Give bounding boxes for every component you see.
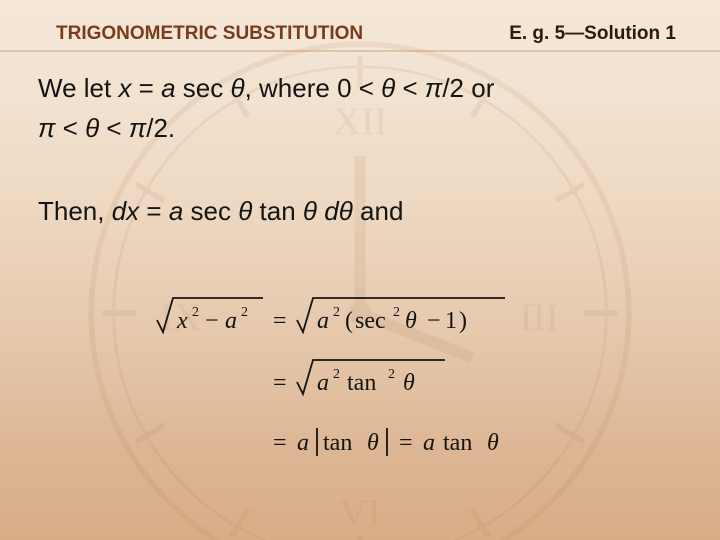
svg-text:=: = — [273, 370, 287, 396]
svg-text:sec: sec — [355, 308, 386, 334]
svg-text:−: − — [205, 308, 219, 334]
body-line-2: π < θ < π/2. — [38, 108, 682, 148]
svg-text:2: 2 — [393, 305, 400, 320]
svg-text:x: x — [176, 308, 188, 334]
equation-svg: x 2 − a 2 = a 2 ( sec 2 θ − 1 ) — [145, 290, 575, 490]
svg-text:θ: θ — [405, 308, 417, 334]
header-example-label: E. g. 5—Solution 1 — [509, 23, 676, 45]
svg-text:2: 2 — [241, 305, 248, 320]
svg-text:−: − — [427, 308, 441, 334]
svg-text:1: 1 — [445, 308, 457, 334]
slide-body: We let x = a sec θ, where 0 < θ < π/2 or… — [38, 66, 682, 231]
svg-text:(: ( — [345, 308, 353, 334]
svg-text:θ: θ — [487, 430, 499, 456]
svg-text:2: 2 — [192, 305, 199, 320]
svg-text:tan: tan — [443, 430, 472, 456]
header-title: TRIGONOMETRIC SUBSTITUTION — [56, 23, 363, 45]
svg-text:a: a — [317, 308, 329, 334]
eq-row-2: = a 2 tan 2 θ — [273, 360, 445, 396]
svg-text:a: a — [317, 370, 329, 396]
svg-text:2: 2 — [333, 305, 340, 320]
slide-header: TRIGONOMETRIC SUBSTITUTION E. g. 5—Solut… — [0, 18, 720, 50]
svg-text:a: a — [297, 430, 309, 456]
body-line-3: Then, dx = a sec θ tan θ dθ and — [38, 191, 682, 231]
svg-text:=: = — [399, 430, 413, 456]
header-underline — [0, 50, 720, 52]
svg-text:): ) — [459, 308, 467, 334]
eq-row-1: x 2 − a 2 = a 2 ( sec 2 θ − 1 ) — [157, 298, 505, 334]
svg-text:2: 2 — [333, 367, 340, 382]
svg-text:tan: tan — [323, 430, 352, 456]
svg-text:θ: θ — [367, 430, 379, 456]
svg-text:a: a — [423, 430, 435, 456]
equation-block: x 2 − a 2 = a 2 ( sec 2 θ − 1 ) — [0, 290, 720, 490]
eq-row-3: = a tan θ = a tan θ — [273, 428, 499, 456]
svg-text:=: = — [273, 308, 287, 334]
svg-text:θ: θ — [403, 370, 415, 396]
svg-text:=: = — [273, 430, 287, 456]
svg-text:a: a — [225, 308, 237, 334]
svg-text:VI: VI — [339, 492, 380, 535]
svg-text:tan: tan — [347, 370, 376, 396]
body-line-1: We let x = a sec θ, where 0 < θ < π/2 or — [38, 68, 682, 108]
svg-text:2: 2 — [388, 367, 395, 382]
